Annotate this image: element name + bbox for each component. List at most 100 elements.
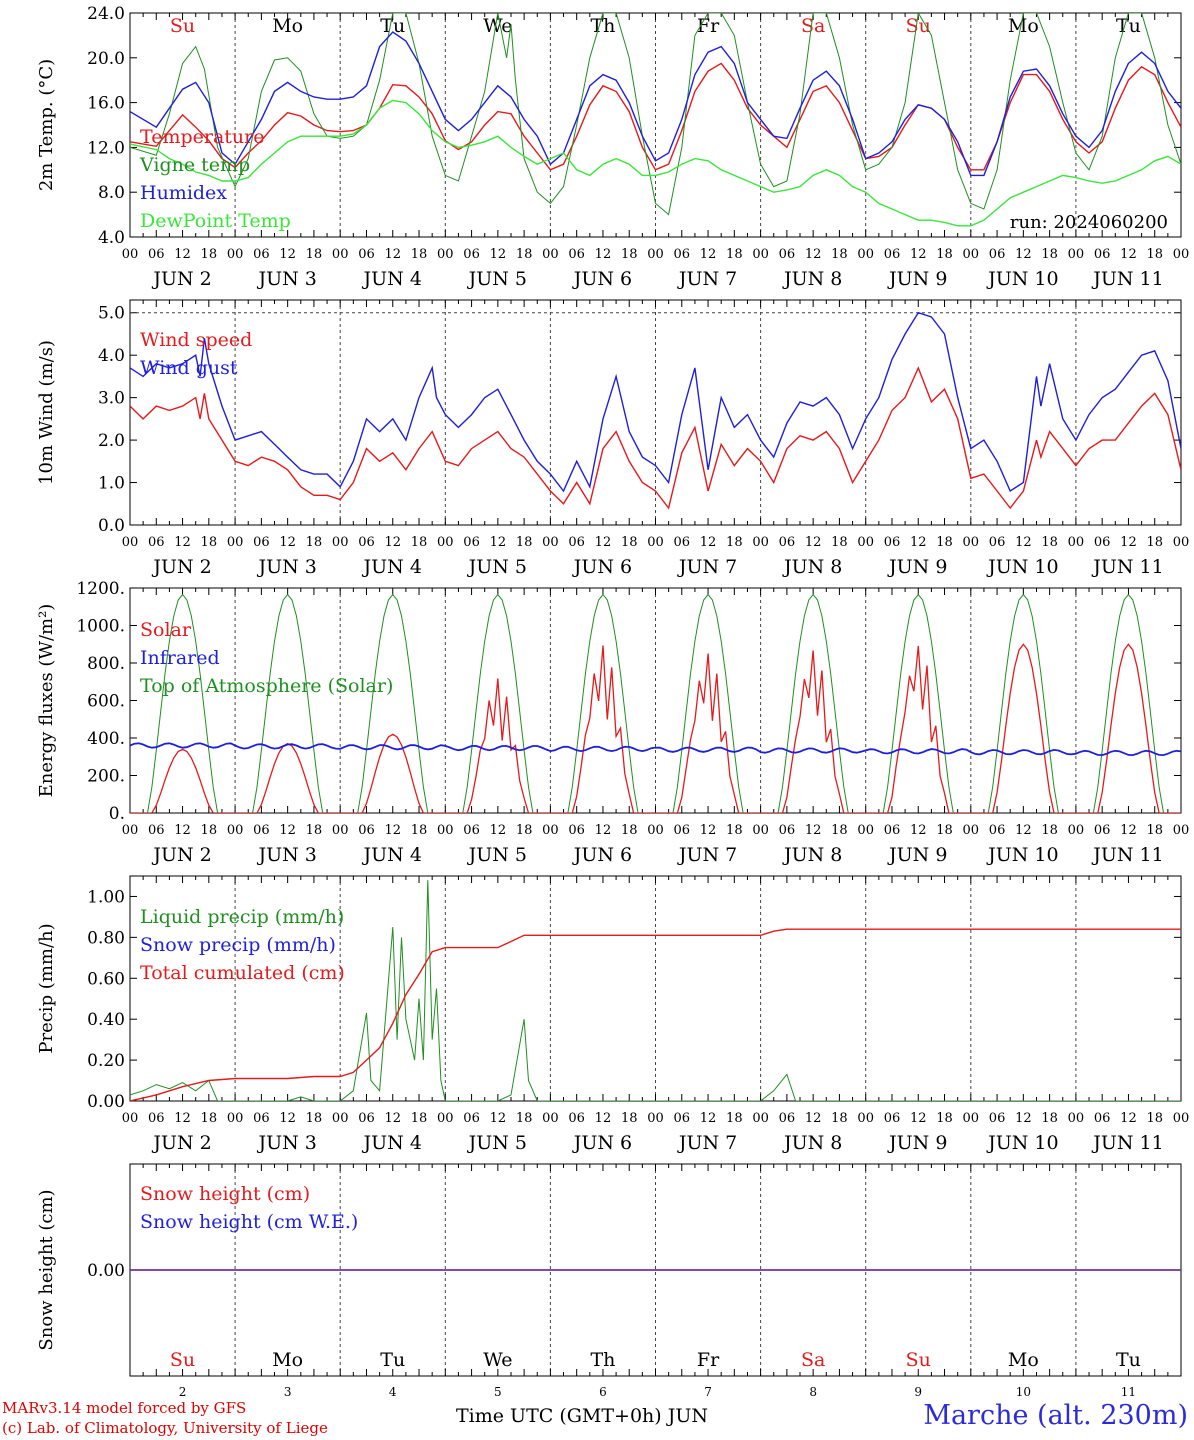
hour-tick-label: 12 [490, 247, 507, 262]
y-tick-label: 3.0 [98, 389, 125, 409]
hour-tick-label: 06 [148, 1111, 165, 1126]
y-tick-label: 800. [87, 654, 125, 674]
y-tick-label: 400. [87, 729, 125, 749]
hour-tick-label: 06 [463, 247, 480, 262]
y-tick-label: 0.00 [87, 1261, 125, 1281]
day-of-week-label: Tu [1116, 15, 1141, 37]
hour-tick-label: 12 [910, 535, 927, 550]
day-of-week-label: Th [590, 1349, 615, 1371]
y-tick-label: 1000. [76, 617, 125, 637]
hour-tick-label: 00 [1173, 823, 1190, 838]
hour-tick-label: 12 [910, 247, 927, 262]
hour-tick-label: 18 [306, 247, 323, 262]
legend-entry: Infrared [140, 647, 220, 669]
day-number-label: 10 [1016, 1385, 1031, 1399]
hour-tick-label: 00 [332, 1111, 349, 1126]
hour-tick-label: 12 [279, 1111, 296, 1126]
date-label: JUN 9 [887, 1132, 947, 1154]
date-label: JUN 4 [362, 844, 422, 866]
date-label: JUN 3 [256, 1132, 316, 1154]
hour-tick-label: 06 [674, 535, 691, 550]
day-number-label: 5 [494, 1385, 502, 1399]
hour-tick-label: 12 [595, 823, 612, 838]
x-axis-title: Time UTC (GMT+0h) JUN [456, 1405, 708, 1427]
hour-tick-label: 18 [831, 1111, 848, 1126]
hour-tick-label: 18 [411, 247, 428, 262]
hour-tick-label: 00 [332, 535, 349, 550]
day-of-week-label: Tu [380, 1349, 405, 1371]
panel-snow: 0.00 Snow height (cm) Su Mo Tu We Th Fr Sa Su Mo Tu… [36, 1163, 1182, 1399]
hour-tick-label: 18 [1041, 535, 1058, 550]
y-tick-label: 2.0 [98, 431, 125, 451]
hour-tick-label: 06 [253, 1111, 270, 1126]
toa-solar-line [130, 593, 1181, 813]
solar-line [130, 643, 1181, 813]
date-label: JUN 6 [572, 844, 632, 866]
hour-tick-label: 00 [963, 535, 980, 550]
y-axis-label: Precip (mm/h) [36, 923, 57, 1053]
hour-tick-label: 18 [516, 247, 533, 262]
date-label: JUN 5 [467, 268, 527, 290]
series-line [130, 928, 1181, 1101]
hour-tick-label: 00 [647, 823, 664, 838]
infrared-line [130, 742, 1181, 757]
y-tick-label: 0. [109, 804, 125, 824]
legend-entry: Solar [140, 619, 192, 641]
hour-tick-label: 18 [306, 823, 323, 838]
hour-tick-label: 06 [989, 247, 1006, 262]
hour-tick-label: 12 [279, 823, 296, 838]
hour-tick-label: 18 [411, 535, 428, 550]
hour-tick-label: 00 [122, 823, 139, 838]
day-of-week-label: Fr [697, 15, 720, 37]
hour-tick-label: 06 [358, 823, 375, 838]
hour-tick-label: 06 [779, 1111, 796, 1126]
date-label: JUN 2 [151, 556, 211, 578]
day-number-label: 11 [1121, 1385, 1136, 1399]
hour-tick-label: 00 [752, 247, 769, 262]
day-of-week-label: Tu [1116, 1349, 1141, 1371]
hour-tick-label: 12 [384, 1111, 401, 1126]
y-tick-label: 600. [87, 692, 125, 712]
hour-tick-label: 12 [910, 823, 927, 838]
date-label: JUN 6 [572, 556, 632, 578]
series-group [130, 13, 1181, 227]
hour-tick-label: 00 [857, 823, 874, 838]
hour-tick-label: 18 [831, 535, 848, 550]
legend-entry: Temperature [140, 126, 264, 148]
station-name: Marche (alt. 230m) [923, 1400, 1188, 1431]
legend-entry: Top of Atmosphere (Solar) [140, 675, 393, 697]
day-of-week-label: Sa [801, 15, 825, 37]
y-tick-label: 0.60 [87, 969, 125, 989]
y-axis-label: 2m Temp. (°C) [36, 59, 57, 191]
hour-tick-label: 12 [174, 1111, 191, 1126]
hour-tick-label: 12 [1120, 247, 1137, 262]
panel-frame [129, 587, 1182, 814]
legend-entry: Liquid precip (mm/h) [140, 906, 344, 928]
hour-tick-label: 00 [963, 247, 980, 262]
hour-tick-label: 12 [279, 535, 296, 550]
y-tick-label: 5.0 [98, 304, 125, 324]
hour-tick-label: 06 [358, 1111, 375, 1126]
date-label: JUN 5 [467, 556, 527, 578]
hour-tick-label: 06 [989, 535, 1006, 550]
hour-tick-label: 06 [148, 247, 165, 262]
hour-tick-label: 18 [936, 823, 953, 838]
hour-tick-label: 12 [700, 823, 717, 838]
hour-tick-label: 18 [1146, 535, 1163, 550]
date-label: JUN 2 [151, 268, 211, 290]
date-label: JUN 7 [677, 556, 737, 578]
hour-tick-label: 06 [463, 1111, 480, 1126]
hour-tick-label: 00 [542, 1111, 559, 1126]
hour-tick-label: 12 [1015, 247, 1032, 262]
y-tick-label: 1200. [76, 579, 125, 599]
hour-tick-label: 12 [595, 247, 612, 262]
day-of-week-label: We [483, 1349, 512, 1371]
hour-tick-label: 12 [384, 247, 401, 262]
hour-tick-label: 12 [1015, 1111, 1032, 1126]
date-label: JUN 8 [782, 1132, 842, 1154]
hour-tick-label: 18 [516, 823, 533, 838]
hour-tick-label: 12 [1120, 535, 1137, 550]
date-label: JUN 10 [986, 1132, 1058, 1154]
date-label: JUN 3 [256, 844, 316, 866]
hour-tick-label: 00 [227, 1111, 244, 1126]
